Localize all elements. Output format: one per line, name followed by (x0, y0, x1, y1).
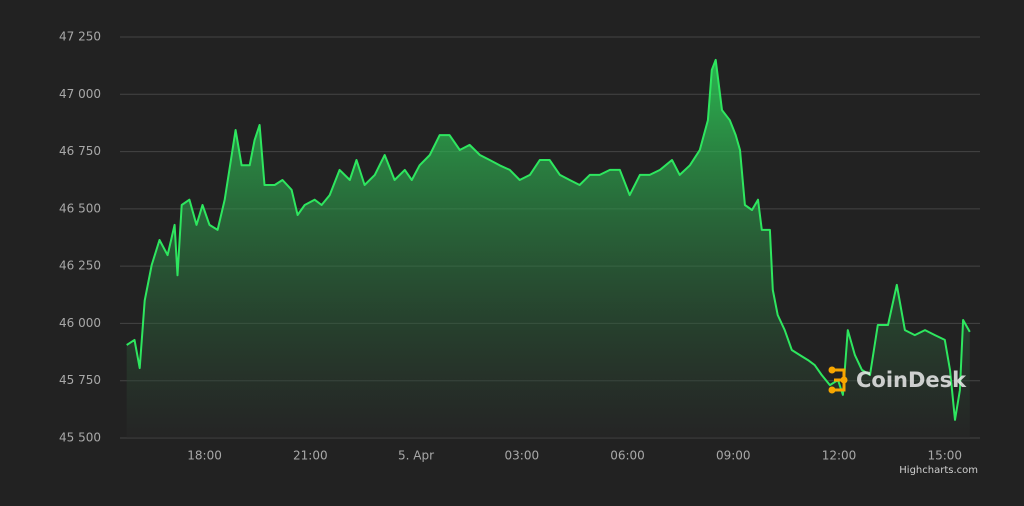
credits[interactable]: Highcharts.com (899, 465, 978, 476)
y-tick-label: 47 000 (59, 87, 101, 101)
x-tick-label: 09:00 (716, 449, 751, 463)
watermark: CoinDesk (856, 368, 967, 392)
x-tick-label: 03:00 (505, 449, 540, 463)
watermark-logo: CoinDesk (828, 366, 967, 394)
y-tick-label: 46 250 (59, 259, 101, 273)
y-tick-label: 45 750 (59, 373, 101, 387)
logo-lines (832, 368, 846, 392)
x-tick-label: 21:00 (293, 449, 328, 463)
y-tick-label: 46 000 (59, 316, 101, 330)
x-tick-label: 12:00 (822, 449, 857, 463)
area-fill (126, 59, 970, 439)
y-tick-label: 45 500 (59, 431, 101, 445)
x-tick-label: 5. Apr (398, 449, 434, 463)
x-tick-label: 18:00 (187, 449, 222, 463)
y-tick-label: 46 500 (59, 201, 101, 215)
y-tick-label: 47 250 (59, 30, 101, 44)
y-tick-label: 46 750 (59, 144, 101, 158)
x-tick-label: 06:00 (610, 449, 645, 463)
x-tick-label: 15:00 (927, 449, 962, 463)
